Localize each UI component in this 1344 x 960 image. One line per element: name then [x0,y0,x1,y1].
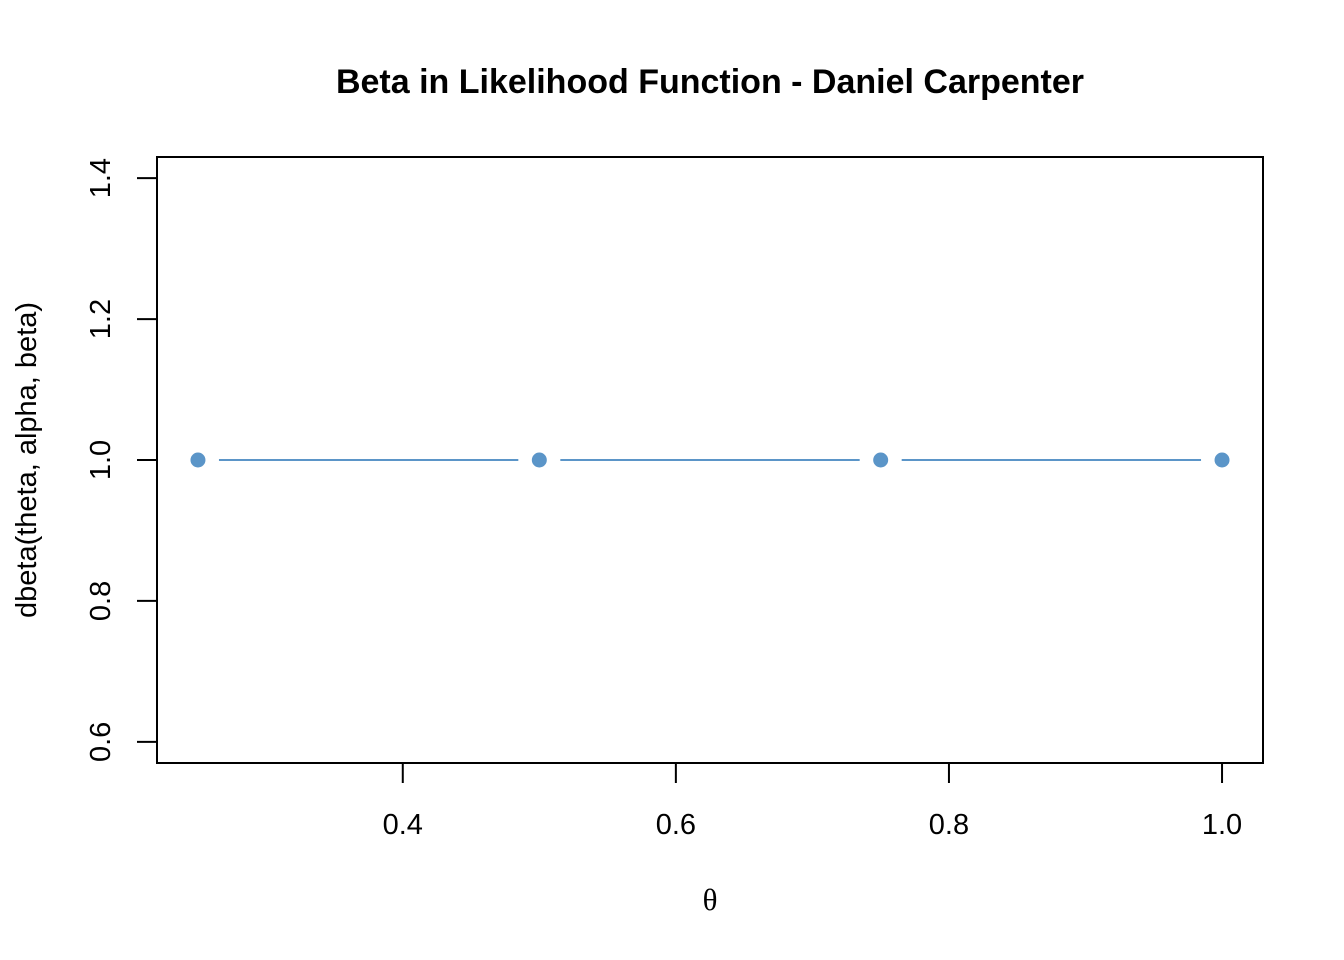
y-tick-label: 0.8 [85,581,117,621]
x-tick-label: 0.4 [383,809,423,841]
chart-title: Beta in Likelihood Function - Daniel Car… [336,63,1084,101]
x-tick-label: 0.8 [929,809,969,841]
y-tick-label: 1.2 [85,299,117,339]
y-axis: 0.6 0.8 1.0 1.2 1.4 [85,158,158,762]
x-axis-label: θ [703,882,718,917]
x-tick-label: 1.0 [1202,809,1242,841]
series-layer [190,452,1230,468]
y-tick-label: 1.4 [85,158,117,198]
x-axis: 0.4 0.6 0.8 1.0 [383,762,1242,841]
y-tick-label: 0.6 [85,722,117,762]
y-axis-label: dbeta(theta, alpha, beta) [11,302,43,618]
data-point [1214,452,1230,468]
data-point [531,452,547,468]
x-tick-label: 0.6 [656,809,696,841]
data-point [190,452,206,468]
data-point [873,452,889,468]
y-tick-label: 1.0 [85,440,117,480]
